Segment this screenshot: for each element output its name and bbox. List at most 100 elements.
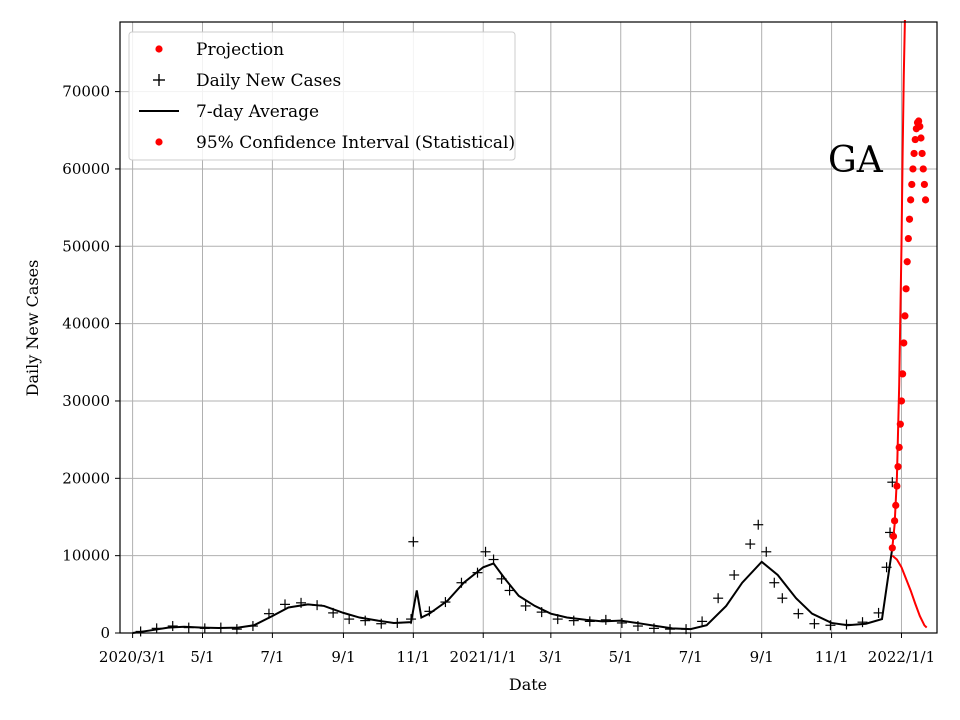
daily-cases-point (753, 519, 764, 530)
x-tick-label: 9/1 (750, 648, 774, 666)
projection-point (892, 501, 900, 509)
legend-dot-marker (155, 45, 163, 53)
x-tick-label: 11/1 (815, 648, 849, 666)
daily-cases-point (809, 618, 820, 629)
daily-cases-point (504, 585, 515, 596)
daily-cases-point (568, 615, 579, 626)
plot-frame (119, 21, 938, 634)
y-tick-label: 70000 (62, 83, 110, 101)
daily-cases-point (536, 607, 547, 618)
y-tick-label: 50000 (62, 237, 110, 255)
y-tick-label: 0 (100, 624, 110, 642)
projection-point (918, 149, 926, 158)
x-tick-label: 5/1 (609, 648, 633, 666)
daily-cases-point (745, 539, 756, 550)
daily-cases-point (841, 619, 852, 630)
x-axis-ticks: 2020/3/1 5/1 7/1 9/1 11/1 2021/1/1 3/1 5/1 7/1 9/… (99, 633, 935, 666)
daily-cases-point (616, 617, 627, 628)
daily-cases-point (480, 546, 491, 557)
daily-cases-point (167, 621, 178, 632)
daily-cases-point (793, 608, 804, 619)
y-tick-label: 30000 (62, 392, 110, 410)
projection-point (919, 165, 927, 173)
projection-point (921, 196, 930, 204)
legend-entry: 7-day Average (139, 102, 319, 122)
daily-cases-point (873, 607, 884, 618)
daily-cases-point (857, 617, 868, 628)
projection-point (907, 196, 915, 204)
legend-label: 7-day Average (196, 102, 319, 122)
x-tick-label: 9/1 (331, 648, 355, 666)
legend-entry: Daily New Cases (153, 71, 341, 91)
daily-cases-point (456, 577, 467, 588)
projection-point (888, 544, 896, 552)
daily-cases-point (729, 569, 740, 580)
legend-dot-marker (155, 138, 163, 146)
x-axis-label: Date (509, 675, 547, 694)
daily-cases-point (424, 606, 435, 617)
legend-label: 95% Confidence Interval (Statistical) (196, 133, 515, 153)
daily-cases-point (344, 614, 355, 625)
daily-cases-point (199, 623, 210, 634)
x-tick-label: 2020/3/1 (99, 648, 166, 666)
daily-cases-point (296, 597, 307, 608)
projection-point (896, 420, 904, 428)
projection-point (905, 215, 914, 223)
x-tick-label: 7/1 (260, 648, 284, 666)
projection-point (894, 463, 902, 471)
y-tick-label: 10000 (62, 547, 110, 565)
daily-cases-point (769, 577, 780, 588)
projection-point (902, 285, 910, 293)
projection-point (917, 134, 925, 142)
daily-cases-point (376, 618, 387, 629)
state-annotation: GA (828, 140, 884, 181)
daily-cases-point (648, 623, 659, 634)
legend-label: Daily New Cases (196, 71, 341, 91)
y-axis-ticks: 0 10000 20000 30000 40000 50000 60000 70000 (62, 83, 120, 642)
projection-point (910, 149, 918, 158)
daily-cases-point (488, 554, 499, 565)
daily-cases-point (881, 562, 892, 573)
projection-point (901, 312, 909, 320)
y-tick-label: 20000 (62, 469, 110, 487)
projection-point (911, 135, 919, 144)
daily-cases-point (360, 615, 371, 626)
projection-point (899, 370, 907, 378)
daily-cases-point (440, 597, 451, 608)
y-tick-label: 60000 (62, 160, 110, 178)
legend: Projection Daily New Cases 7-day Average 95… (128, 31, 516, 161)
daily-cases-point (183, 622, 194, 633)
daily-cases-point (406, 614, 417, 625)
daily-cases-point (135, 626, 146, 637)
projection-point (897, 397, 906, 405)
daily-cases-point (247, 621, 258, 632)
daily-cases-point (151, 623, 162, 634)
projection-point (893, 482, 901, 490)
projection-point (895, 443, 903, 451)
projection-point (916, 122, 924, 131)
x-tick-label: 3/1 (539, 648, 563, 666)
daily-cases-point (215, 622, 226, 633)
projection-point (909, 165, 917, 173)
daily-cases-point (887, 477, 898, 488)
daily-cases-point (825, 620, 836, 631)
daily-cases-point (263, 608, 274, 619)
confidence-bound-lower (891, 554, 928, 629)
projection-point (908, 180, 916, 189)
x-tick-label: 2022/1/1 (868, 648, 935, 666)
daily-cases-point (520, 600, 531, 611)
daily-cases-point (584, 616, 595, 627)
y-tick-label: 40000 (62, 315, 110, 333)
legend-label: Projection (196, 40, 284, 60)
projection-point (904, 234, 912, 243)
projection-point (889, 532, 898, 540)
projection-point (915, 117, 923, 125)
x-tick-label: 5/1 (190, 648, 214, 666)
series-layer (132, 19, 930, 637)
legend-entry: 95% Confidence Interval (Statistical) (155, 133, 515, 153)
daily-cases-point (280, 599, 291, 610)
x-tick-label: 7/1 (679, 648, 703, 666)
projection-point (920, 180, 928, 189)
projection-point (900, 339, 908, 347)
